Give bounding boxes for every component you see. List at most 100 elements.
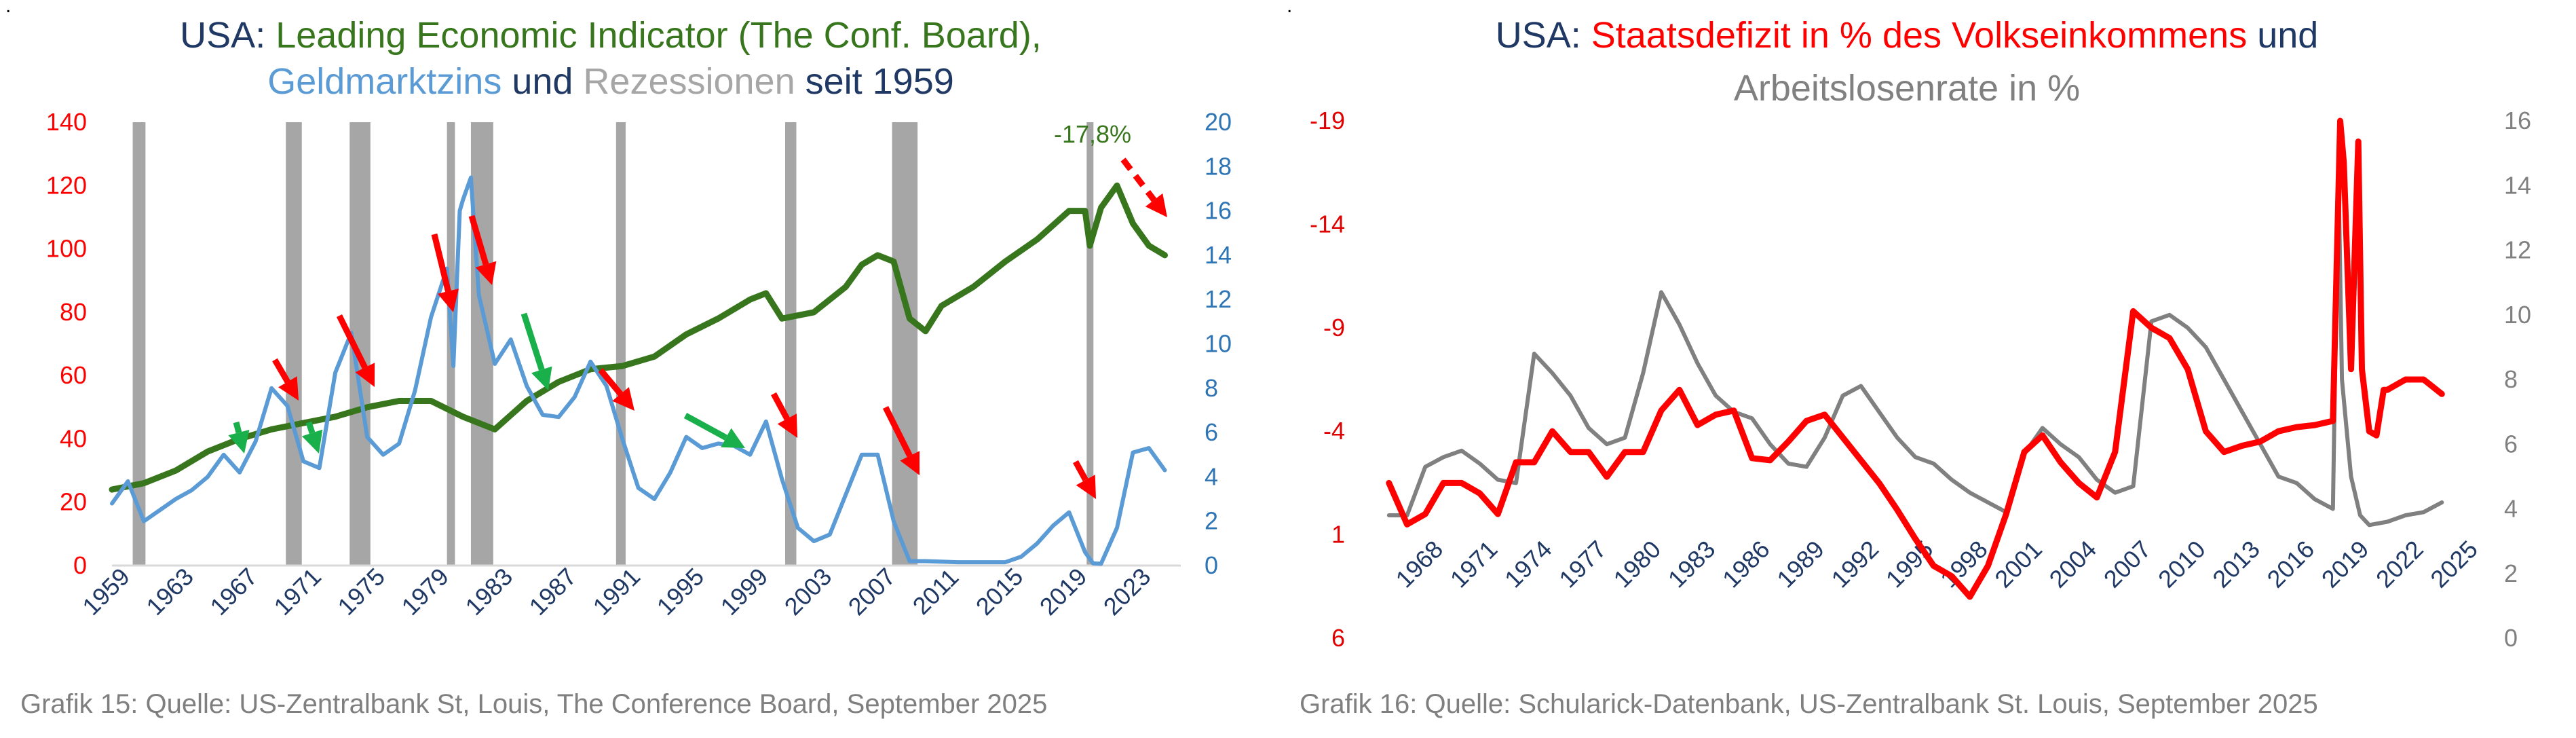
x-tick-label: 1974 [1499, 535, 1557, 593]
recession-band [615, 122, 626, 566]
x-tick-label: 1979 [396, 562, 454, 621]
arrow-shaft [1073, 460, 1088, 482]
y-right-tick-label: 4 [1205, 462, 1218, 490]
x-tick-label: 1980 [1608, 535, 1667, 593]
red-arrow [598, 368, 634, 411]
y-right-tick-label: 0 [1205, 551, 1218, 579]
x-tick-label: 2025 [2425, 535, 2483, 593]
arrow-shaft [305, 421, 316, 434]
y-right-tick-label: 10 [1205, 330, 1232, 358]
y-left-tick-label: -9 [1323, 314, 1345, 342]
arrow-head [531, 366, 552, 390]
series-line-leading-indicator [109, 182, 1168, 493]
red-arrow [882, 405, 920, 475]
y-right-tick-label: 0 [2504, 624, 2518, 652]
corner-dot: . [5, 0, 11, 17]
x-tick-label: 2007 [843, 562, 901, 621]
x-tick-label: 1971 [1445, 535, 1503, 593]
arrow-shaft [431, 233, 451, 292]
x-tick-label: 1968 [1390, 535, 1449, 593]
x-tick-label: 2019 [1034, 562, 1093, 621]
y-left-tick-label: 1 [1331, 521, 1345, 549]
y-right-tick-label: 6 [2504, 430, 2518, 458]
y-right-tick-label: 20 [1205, 108, 1232, 136]
x-tick-label: 1992 [1826, 535, 1884, 593]
red-arrow [272, 358, 299, 401]
y-right-tick-label: 8 [1205, 374, 1218, 402]
red-arrow [1073, 460, 1096, 499]
y-right-tick-label: 12 [2504, 236, 2531, 264]
chart2-title-line2: Arbeitslosenrate in % [1734, 68, 2080, 109]
arrow-shaft [882, 405, 913, 458]
red-arrow [771, 392, 797, 438]
green-arrow [228, 421, 250, 454]
chart2-caption: Grafik 16: Quelle: Schularick-Datenbank,… [1300, 689, 2318, 719]
recession-bands [132, 122, 1094, 566]
arrow-shaft [1120, 158, 1157, 202]
x-tick-label: 1991 [588, 562, 646, 621]
x-tick-label: 2015 [970, 562, 1029, 621]
arrow-shaft [771, 392, 790, 420]
recession-band [132, 122, 146, 566]
x-tick-label: 1971 [268, 562, 326, 621]
series-lines [109, 175, 1168, 566]
chart1-title-line1: USA: Leading Economic Indicator (The Con… [180, 15, 1042, 56]
arrow-head [228, 429, 250, 454]
chart1-caption: Grafik 15: Quelle: US-Zentralbank St, Lo… [20, 689, 1047, 719]
x-tick-label: 1983 [1663, 535, 1721, 593]
arrow-head [721, 428, 745, 448]
y-left-tick-label: 0 [73, 551, 87, 579]
y-left-tick-label: 80 [60, 298, 87, 326]
x-tick-label: 1987 [524, 562, 582, 621]
right-axis-ticks: 0 2 4 6 8 10 12 14 16 18 20 [1205, 108, 1232, 579]
y-right-tick-label: 16 [2504, 107, 2531, 134]
x-tick-label: 1967 [204, 562, 263, 621]
series-line-deficit [1386, 117, 2445, 600]
right-axis-ticks: 0 2 4 6 8 10 12 14 16 [2504, 107, 2531, 652]
y-left-tick-label: -14 [1310, 210, 1345, 238]
arrow-shaft [468, 215, 489, 265]
arrow-head [278, 376, 299, 401]
arrow-head [612, 387, 634, 411]
arrow-shaft [520, 312, 545, 371]
series-lines [1386, 117, 2445, 600]
red-arrow [468, 215, 497, 285]
y-left-tick-label: 40 [60, 424, 87, 452]
y-left-tick-label: 6 [1331, 624, 1345, 652]
x-tick-label: 2003 [779, 562, 837, 621]
arrow-shaft [233, 421, 242, 434]
x-tick-label: 1995 [651, 562, 710, 621]
x-tick-label: 2010 [2153, 535, 2211, 593]
y-right-tick-label: 12 [1205, 285, 1232, 313]
arrow-shaft [683, 413, 728, 441]
x-tick-label: 1998 [1935, 535, 1993, 593]
recession-band [1086, 122, 1094, 566]
chart1-title-line2: Geldmarktzins und Rezessionen seit 1959 [267, 61, 954, 102]
arrow-head [355, 363, 375, 387]
green-arrow [520, 312, 552, 390]
series-line-money-market-rate [110, 175, 1167, 566]
x-tick-label: 1989 [1771, 535, 1830, 593]
x-tick-label: 1963 [140, 562, 199, 621]
recession-band [785, 122, 797, 566]
arrow-shaft [336, 314, 368, 369]
y-right-tick-label: 10 [2504, 301, 2531, 329]
y-right-tick-label: 14 [1205, 241, 1232, 269]
green-arrow [301, 421, 323, 454]
chart-panel-deficit-unemployment: USA: Staatsdefizit in % des Volkseinkomm… [1300, 15, 2531, 719]
y-right-tick-label: 8 [2504, 365, 2518, 393]
y-left-tick-label: 100 [46, 235, 87, 263]
x-tick-label: 1975 [332, 562, 390, 621]
x-tick-label: 2019 [2316, 535, 2374, 593]
x-tick-label: 2022 [2370, 535, 2429, 593]
trend-arrows [228, 158, 1167, 499]
red-arrow [431, 233, 459, 312]
chart-panel-leading-indicator: USA: Leading Economic Indicator (The Con… [20, 15, 1232, 719]
y-right-tick-label: 18 [1205, 152, 1232, 180]
y-left-tick-label: -19 [1310, 107, 1345, 134]
y-right-tick-label: 14 [2504, 171, 2531, 199]
arrow-shaft [272, 358, 290, 384]
left-axis-ticks: -19 -14 -9 -4 1 6 [1310, 107, 1345, 652]
y-left-tick-label: 20 [60, 488, 87, 516]
